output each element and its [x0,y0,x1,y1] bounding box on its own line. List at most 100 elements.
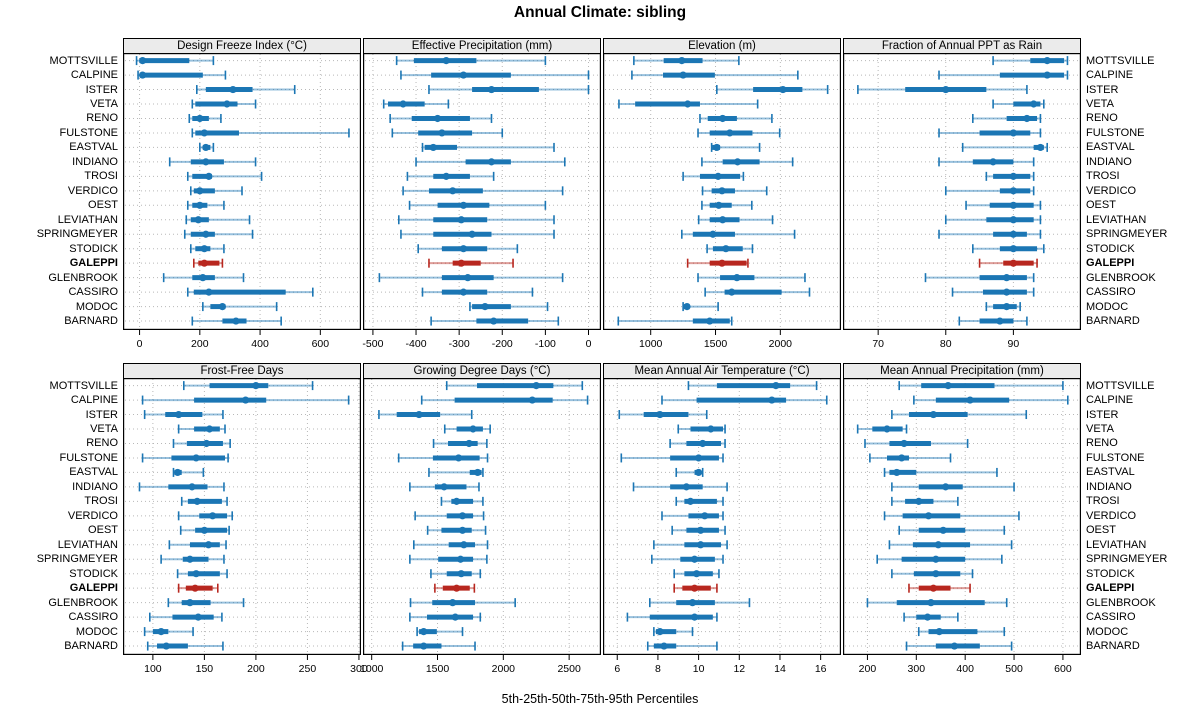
percentile-glyph [141,395,350,405]
percentile-glyph [938,70,1069,80]
axis-tick-label: 500 [1005,663,1023,675]
station-label-right: STODICK [1086,567,1135,580]
station-label-left: BARNARD [64,640,118,653]
station-label-left: MODOC [75,625,118,638]
station-label-left: GLENBROOK [48,596,118,609]
percentile-glyph [378,410,473,420]
axis-tick-label: -200 [492,338,513,350]
percentile-glyph [891,569,974,579]
percentile-glyph [965,200,1042,210]
axis-tick-label: -400 [406,338,427,350]
station-label-right: EASTVAL [1086,141,1135,154]
percentile-glyph [186,171,263,181]
percentile-glyph [183,229,254,239]
percentile-glyph [972,244,1045,254]
axis-tick-label: -300 [449,338,470,350]
station-label-right: VETA [1086,98,1114,110]
axis-tick-label: 1500 [426,663,450,675]
station-label-left: FULSTONE [59,126,118,139]
station-label-right: VERDICO [1086,184,1137,197]
percentile-glyph [888,540,1013,550]
station-label-left: TROSI [84,495,118,508]
axis-tick-label: 2000 [492,663,516,675]
axis-tick-label: 16 [815,663,827,675]
station-label-right: GLENBROOK [1086,271,1156,284]
percentile-glyph [417,244,519,254]
percentile-glyph [631,70,799,80]
percentile-glyph [397,215,555,225]
percentile-glyph [409,554,488,564]
percentile-glyph [391,128,504,138]
percentile-glyph [162,273,245,283]
percentile-glyph [186,200,225,210]
percentile-glyph [938,128,1042,138]
axis-tick-label: 2000 [769,338,793,350]
percentile-glyph [421,142,555,152]
percentile-glyph [864,438,969,448]
percentile-glyph [428,85,590,95]
percentile-glyph [653,627,694,637]
percentile-glyph [944,215,1042,225]
station-label-right: GALEPPI [1086,582,1135,595]
panel-header: Growing Degree Days (°C) [363,363,601,379]
percentile-glyph [432,438,488,448]
station-label-right: EASTVAL [1086,466,1135,479]
station-label-right: STODICK [1086,242,1135,255]
station-label-left: EASTVAL [69,141,118,154]
axis-tick-label: 2500 [557,663,581,675]
axis-tick-label: 12 [733,663,745,675]
station-label-left: CASSIRO [68,611,118,624]
percentile-glyph [138,482,225,492]
percentile-glyph [856,424,908,434]
percentile-glyph [182,381,314,391]
axis-tick-label: 0 [586,338,592,350]
percentile-glyph [917,627,1006,637]
percentile-glyph [400,229,555,239]
panel-header: Elevation (m) [603,38,841,54]
percentile-glyph [646,641,718,651]
station-label-left: VETA [90,98,118,110]
panel-plot: 100 150 200 250 300 [123,378,368,675]
axis-tick-label: 1500 [704,338,728,350]
percentile-glyph [701,157,794,167]
station-label-right: SPRINGMEYER [1086,228,1168,241]
percentile-glyph [420,395,589,405]
station-label-left: BARNARD [64,315,118,328]
station-label-left: RENO [86,437,118,450]
panel-plot: 6 8 10 12 14 16 [603,378,842,675]
axis-tick-label: 14 [774,663,786,675]
percentile-glyph [648,598,751,608]
station-label-right: CALPINE [1086,394,1134,407]
percentile-glyph [469,302,549,312]
percentile-glyph [891,482,1015,492]
station-label-right: VERDICO [1086,509,1137,522]
station-label-right: TROSI [1086,495,1120,508]
panel-header: Mean Annual Air Temperature (°C) [603,363,841,379]
percentile-glyph [189,186,243,196]
panel-header: Fraction of Annual PPT as Rain [843,38,1081,54]
panel-header: Mean Annual Precipitation (mm) [843,363,1081,379]
percentile-glyph [633,56,740,66]
percentile-glyph [632,482,728,492]
axis-tick-label: 300 [908,663,926,675]
axis-tick-label: 8 [655,663,661,675]
percentile-glyph [440,496,484,506]
station-label-right: LEVIATHAN [1086,213,1147,226]
percentile-glyph [137,70,227,80]
percentile-glyph [141,453,229,463]
station-label-left: GALEPPI [69,582,118,595]
percentile-glyph [168,540,227,550]
axis-tick-label: 600 [1054,663,1072,675]
percentile-glyph [675,467,704,477]
axis-tick-label: 70 [872,338,884,350]
panel-header: Effective Precipitation (mm) [363,38,601,54]
percentile-glyph [191,99,257,109]
station-label-left: LEVIATHAN [57,213,118,226]
percentile-glyph [673,583,718,593]
percentile-glyph [430,569,482,579]
percentile-glyph [978,258,1038,268]
station-label-left: ISTER [85,408,118,421]
percentile-glyph [143,627,194,637]
station-label-right: FULSTONE [1086,451,1145,464]
